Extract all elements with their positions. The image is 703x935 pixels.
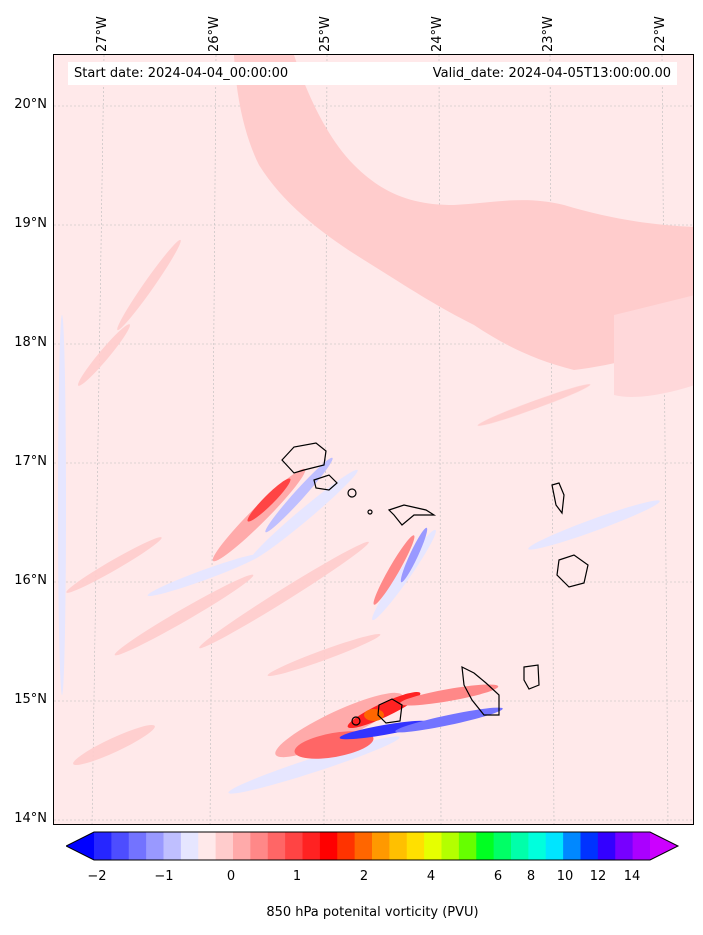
lat-label: 17°N	[14, 454, 47, 469]
lon-label: 22°W	[653, 16, 668, 52]
lat-label: 16°N	[14, 573, 47, 588]
colorbar-extend-low	[66, 832, 94, 860]
colorbar-tick: 6	[493, 869, 503, 884]
island-sao-vicente	[313, 474, 338, 491]
colorbar-cells	[66, 832, 678, 860]
colorbar-cell	[354, 832, 373, 860]
colorbar	[66, 831, 680, 861]
colorbar-tick: 10	[556, 869, 574, 884]
lon-label: 26°W	[207, 16, 222, 52]
colorbar-cell	[511, 832, 529, 860]
colorbar-tick: 12	[589, 869, 607, 884]
colorbar-tick: 0	[226, 869, 236, 884]
pv-wake-south	[275, 684, 503, 759]
colorbar-cell	[111, 832, 130, 860]
lon-label: 23°W	[541, 16, 556, 52]
pv-field-map	[54, 55, 693, 824]
colorbar-cell	[597, 832, 616, 860]
island-santo-antao	[281, 442, 327, 474]
colorbar-cell	[493, 832, 512, 860]
pv-band-north	[234, 55, 693, 370]
colorbar-cell	[146, 832, 164, 860]
colorbar-cell	[632, 832, 651, 860]
colorbar-cell	[128, 832, 147, 860]
colorbar-cell	[94, 832, 112, 860]
colorbar-cell	[372, 832, 390, 860]
colorbar-cell	[615, 832, 634, 860]
colorbar-tick: 1	[292, 869, 302, 884]
colorbar-outline	[66, 831, 680, 861]
colorbar-cell	[389, 832, 408, 860]
colorbar-cell	[285, 832, 303, 860]
lon-label: 27°W	[95, 16, 110, 52]
island-boa-vista	[556, 554, 589, 588]
map-panel	[53, 54, 694, 825]
pv-band-edge	[614, 295, 693, 397]
colorbar-label: 850 hPa potenital vorticity (PVU)	[266, 905, 479, 920]
colorbar-cell	[406, 832, 425, 860]
colorbar-cell	[528, 832, 547, 860]
colorbar-cell	[302, 832, 321, 860]
valid-date-text: Valid_date: 2024-04-05T13:00:00.00	[432, 66, 671, 81]
colorbar-cell	[163, 832, 182, 860]
colorbar-cell	[441, 832, 460, 860]
pv-streaks	[66, 239, 591, 766]
colorbar-cell	[319, 832, 338, 860]
coastlines	[281, 442, 589, 726]
colorbar-cell	[250, 832, 269, 860]
colorbar-cell	[424, 832, 442, 860]
colorbar-tick: 8	[526, 869, 536, 884]
lat-label: 14°N	[14, 811, 47, 826]
colorbar-cell	[580, 832, 599, 860]
colorbar-tick: 14	[623, 869, 641, 884]
pv-wake-north	[212, 457, 428, 605]
island-sal	[551, 482, 565, 515]
lat-label: 15°N	[14, 692, 47, 707]
colorbar-tick: 4	[426, 869, 436, 884]
colorbar-cell	[180, 832, 199, 860]
lat-label: 20°N	[14, 97, 47, 112]
colorbar-cell	[215, 832, 234, 860]
lon-label: 24°W	[430, 16, 445, 52]
colorbar-cell	[545, 832, 564, 860]
start-date-text: Start date: 2024-04-04_00:00:00	[74, 66, 289, 81]
colorbar-tick: −1	[154, 869, 174, 884]
colorbar-tick: 2	[359, 869, 369, 884]
island-sao-nicolau	[387, 504, 437, 526]
island-fogo	[377, 698, 403, 724]
lat-label: 19°N	[14, 216, 47, 231]
colorbar-tick: −2	[87, 869, 107, 884]
colorbar-cell	[563, 832, 581, 860]
colorbar-cell	[458, 832, 477, 860]
colorbar-cell	[233, 832, 251, 860]
colorbar-cell	[337, 832, 356, 860]
colorbar-cell	[267, 832, 286, 860]
island-maio	[523, 664, 540, 690]
island-santiago	[461, 665, 500, 716]
colorbar-cell	[198, 832, 217, 860]
colorbar-cell	[476, 832, 495, 860]
date-legend-box: Start date: 2024-04-04_00:00:00 Valid_da…	[68, 62, 677, 85]
colorbar-extend-high	[650, 832, 678, 860]
gridlines	[54, 55, 693, 824]
lon-label: 25°W	[318, 16, 333, 52]
lat-label: 18°N	[14, 335, 47, 350]
